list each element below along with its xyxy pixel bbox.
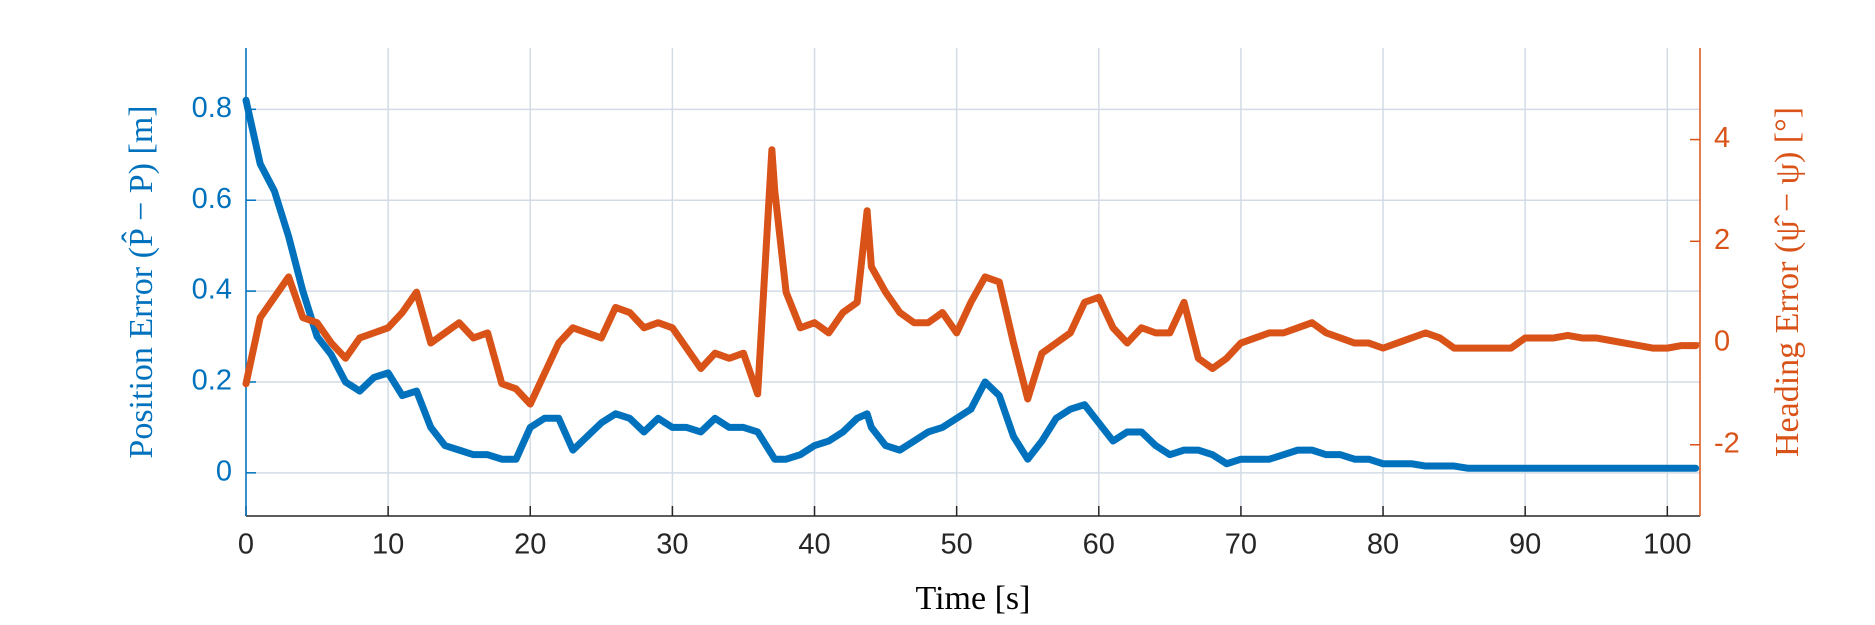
x-tick-label: 30 <box>656 529 688 561</box>
x-tick-label: 90 <box>1509 529 1541 561</box>
y-tick-label: 0.6 <box>192 183 232 215</box>
y-tick-label: 0 <box>216 455 232 487</box>
x-tick-label: 0 <box>238 529 254 561</box>
x-tick-label: 40 <box>798 529 830 561</box>
y-tick-label: 0.4 <box>192 274 232 306</box>
y2-tick-label: -2 <box>1714 427 1740 459</box>
y2-tick-label: 0 <box>1714 326 1730 358</box>
y-axis-label: Position Error (P̂ − P) [m] <box>121 105 160 458</box>
x-tick-label: 60 <box>1083 529 1115 561</box>
x-tick-label: 70 <box>1225 529 1257 561</box>
x-axis-label: Time [s] <box>916 580 1031 617</box>
y-tick-label: 0.2 <box>192 365 232 397</box>
y2-tick-label: 2 <box>1714 224 1730 256</box>
x-tick-label: 100 <box>1643 529 1691 561</box>
y2-tick-label: 4 <box>1714 122 1730 154</box>
x-tick-label: 80 <box>1367 529 1399 561</box>
x-tick-label: 10 <box>372 529 404 561</box>
x-tick-label: 50 <box>941 529 973 561</box>
series-line <box>242 146 1700 408</box>
y2-axis-label: Heading Error (ψ̂ − ψ) [°] <box>1769 107 1806 457</box>
x-tick-label: 20 <box>514 529 546 561</box>
series-line <box>242 96 1700 472</box>
y-tick-label: 0.8 <box>192 92 232 124</box>
